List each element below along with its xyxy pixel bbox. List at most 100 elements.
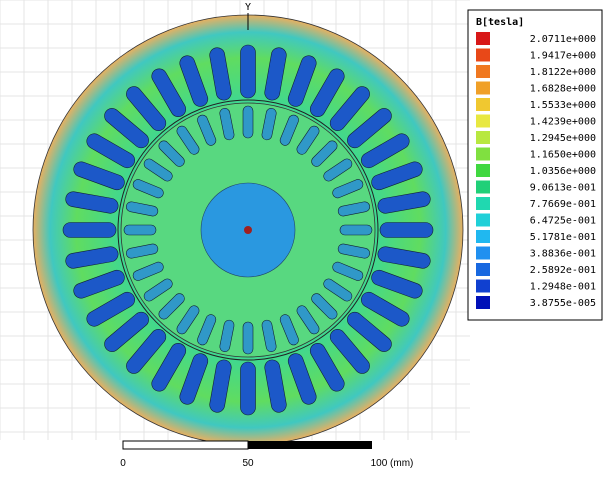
legend-label: 3.8755e-005 xyxy=(530,298,596,309)
center xyxy=(244,226,252,234)
legend-label: 9.0613e-001 xyxy=(530,183,596,194)
legend-swatch xyxy=(476,48,490,62)
legend-swatch xyxy=(476,230,490,243)
stator-slot xyxy=(264,47,287,101)
rotor-slot xyxy=(242,321,254,355)
rotor-slot xyxy=(132,179,164,199)
stator-slot xyxy=(209,359,232,413)
legend-entries: 2.0711e+000 1.9417e+000 1.8122e+000 1.6828e… xyxy=(476,32,596,309)
rotor-slot xyxy=(176,125,200,155)
rotor-slot xyxy=(332,261,364,281)
rotor-slot xyxy=(197,114,217,146)
rotor-slot xyxy=(143,158,173,182)
legend-label: 2.0711e+000 xyxy=(530,34,596,45)
stator-slot xyxy=(126,329,167,374)
stator-slot xyxy=(151,343,187,392)
rotor-slot xyxy=(311,293,338,320)
legend-label: 3.8836e-001 xyxy=(530,249,596,260)
stator-slot xyxy=(361,291,410,327)
stator-slot xyxy=(329,86,370,131)
air-gap xyxy=(117,99,379,361)
legend-label: 2.5892e-001 xyxy=(530,265,596,276)
rotor-slot xyxy=(311,140,338,167)
rotor-slot xyxy=(337,201,371,217)
legend-label: 5.1781e-001 xyxy=(530,232,596,243)
rotor-slot xyxy=(132,261,164,281)
rotor-slot xyxy=(197,314,217,346)
rotor-slot xyxy=(219,107,235,141)
stator-slot xyxy=(65,191,119,214)
rotor-slot xyxy=(323,158,353,182)
legend-label: 1.8122e+000 xyxy=(530,67,596,78)
stator-slot xyxy=(151,68,187,117)
stator-slot xyxy=(240,361,256,416)
legend-swatch xyxy=(476,180,490,194)
rotor-slot xyxy=(158,140,185,167)
rotor-slot xyxy=(337,243,371,259)
legend-swatch xyxy=(476,98,490,111)
legend-box xyxy=(467,9,603,321)
rotor-slot xyxy=(125,201,159,217)
stator-slot xyxy=(287,353,317,405)
rotor-slot xyxy=(261,319,277,353)
rotor-slot xyxy=(158,293,185,320)
legend-label: 1.0356e+000 xyxy=(530,166,596,177)
rotor-slot xyxy=(323,278,353,302)
rotor-slot xyxy=(279,114,299,146)
legend-label: 7.7669e-001 xyxy=(530,199,596,210)
stator-slot xyxy=(86,291,135,327)
stator-slot xyxy=(73,269,125,299)
legend-label: 1.6828e+000 xyxy=(530,84,596,95)
stator-slot xyxy=(371,161,423,191)
stator-slot xyxy=(126,86,167,131)
stator-slot xyxy=(309,343,345,392)
rotor-slot xyxy=(339,224,373,236)
legend-swatch xyxy=(476,114,490,128)
stator-slot xyxy=(104,108,149,149)
stator-slot xyxy=(65,246,119,269)
stator-slot xyxy=(371,269,423,299)
legend-swatch xyxy=(476,213,490,227)
stator-slot xyxy=(347,108,392,149)
stator-slot xyxy=(379,222,434,238)
rotor-slot xyxy=(261,107,277,141)
rotor-slot xyxy=(296,125,320,155)
legend-label: 1.4239e+000 xyxy=(530,117,596,128)
stator-slot xyxy=(361,133,410,169)
rotor-slot xyxy=(279,314,299,346)
rotor-slot xyxy=(143,278,173,302)
rotor-slot xyxy=(123,224,157,236)
legend-label: 1.2948e-001 xyxy=(530,282,596,293)
legend-label: 6.4725e-001 xyxy=(530,216,596,227)
axis-label: Y xyxy=(245,2,251,13)
stator-slot xyxy=(347,311,392,352)
legend-swatch xyxy=(476,147,490,161)
stator-slot xyxy=(179,55,209,107)
legend-label: 1.9417e+000 xyxy=(530,51,596,62)
rotor-slot xyxy=(219,319,235,353)
legend-label: 1.5533e+000 xyxy=(530,100,596,111)
stator-slot xyxy=(377,246,431,269)
scale-bar-black xyxy=(248,441,372,449)
legend-swatch xyxy=(476,296,490,309)
legend-swatch xyxy=(476,263,490,276)
scale-label: 50 xyxy=(242,458,254,469)
legend-swatch xyxy=(476,81,490,95)
legend-swatch xyxy=(476,279,490,293)
stator-slot xyxy=(209,47,232,101)
rotor-slot xyxy=(296,305,320,335)
stator-slot xyxy=(86,133,135,169)
legend-label: 1.1650e+000 xyxy=(530,150,596,161)
scale-bar-white xyxy=(122,440,249,450)
stator-slot xyxy=(62,222,117,238)
stator-slot xyxy=(240,44,256,99)
stator-slot xyxy=(377,191,431,214)
rotor-slot xyxy=(332,179,364,199)
legend-swatch xyxy=(476,164,490,177)
legend-swatch xyxy=(476,32,490,45)
legend-label: 1.2945e+000 xyxy=(530,133,596,144)
rotor-slot xyxy=(242,105,254,139)
scale-label: 100 (mm) xyxy=(371,458,414,469)
